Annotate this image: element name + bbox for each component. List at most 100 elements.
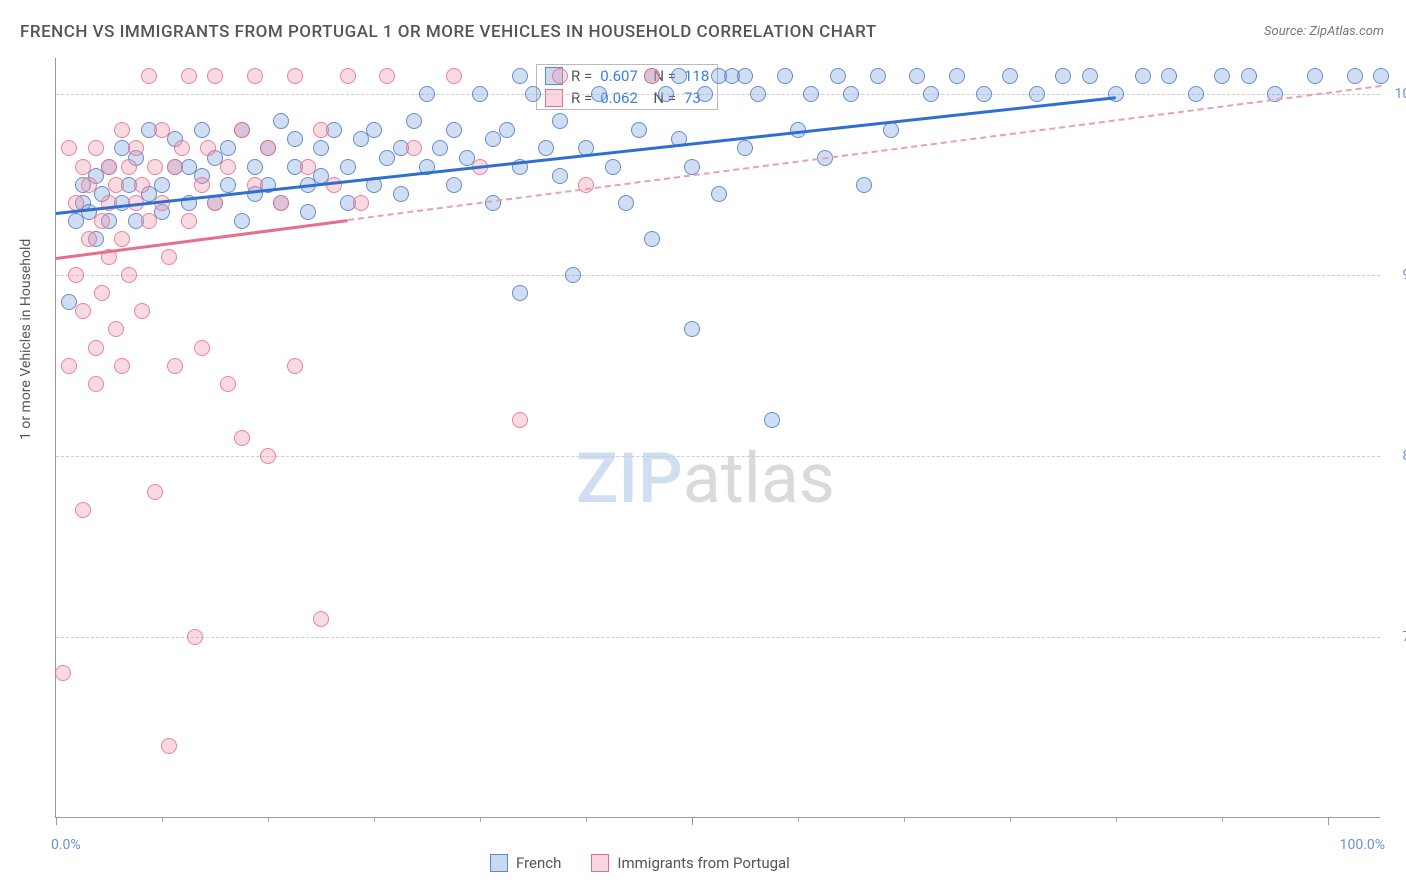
data-point: [88, 140, 104, 156]
data-point: [161, 249, 177, 265]
x-tick-major: [56, 817, 57, 825]
data-point: [260, 448, 276, 464]
x-tick-minor: [904, 817, 905, 822]
data-point: [883, 122, 899, 138]
trend-line-portugal-dashed: [347, 85, 1381, 221]
data-point: [406, 113, 422, 129]
data-point: [154, 122, 170, 138]
data-point: [949, 68, 965, 84]
data-point: [393, 186, 409, 202]
legend-item-portugal: Immigrants from Portugal: [591, 854, 789, 872]
data-point: [287, 358, 303, 374]
data-point: [472, 86, 488, 102]
data-point: [446, 68, 462, 84]
data-point: [525, 86, 541, 102]
data-point: [353, 195, 369, 211]
data-point: [631, 122, 647, 138]
x-tick-minor: [1010, 817, 1011, 822]
data-point: [658, 86, 674, 102]
x-tick-minor: [1222, 817, 1223, 822]
data-point: [194, 340, 210, 356]
data-point: [432, 140, 448, 156]
data-point: [108, 177, 124, 193]
y-tick-label: 100.0%: [1385, 86, 1406, 102]
stats-row-portugal: R = 0.062 N = 73: [537, 87, 717, 109]
data-point: [499, 122, 515, 138]
data-point: [220, 376, 236, 392]
data-point: [134, 177, 150, 193]
data-point: [446, 177, 462, 193]
data-point: [1188, 86, 1204, 102]
data-point: [147, 484, 163, 500]
data-point: [856, 177, 872, 193]
data-point: [1029, 86, 1045, 102]
data-point: [684, 159, 700, 175]
legend-item-french: French: [490, 854, 561, 872]
stat-n-value: 118: [684, 67, 709, 85]
x-tick-minor: [1116, 817, 1117, 822]
data-point: [234, 213, 250, 229]
data-point: [207, 68, 223, 84]
data-point: [114, 231, 130, 247]
data-point: [154, 177, 170, 193]
data-point: [121, 267, 137, 283]
data-point: [68, 267, 84, 283]
data-point: [711, 68, 727, 84]
data-point: [88, 340, 104, 356]
data-point: [1347, 68, 1363, 84]
watermark-part1: ZIP: [576, 438, 683, 520]
x-tick-minor: [798, 817, 799, 822]
gridline: [56, 275, 1380, 276]
data-point: [1055, 68, 1071, 84]
data-point: [313, 122, 329, 138]
x-axis-max-label: 100.0%: [1340, 837, 1385, 853]
x-tick-minor: [162, 817, 163, 822]
data-point: [88, 376, 104, 392]
data-point: [976, 86, 992, 102]
data-point: [247, 68, 263, 84]
data-point: [81, 177, 97, 193]
data-point: [75, 502, 91, 518]
data-point: [220, 159, 236, 175]
data-point: [777, 68, 793, 84]
data-point: [94, 213, 110, 229]
data-point: [273, 113, 289, 129]
swatch-pink-icon: [545, 89, 563, 107]
y-tick-label: 70.0%: [1385, 629, 1406, 645]
watermark-part2: atlas: [683, 438, 835, 520]
data-point: [273, 195, 289, 211]
data-point: [830, 68, 846, 84]
data-point: [1161, 68, 1177, 84]
data-point: [300, 159, 316, 175]
data-point: [406, 140, 422, 156]
data-point: [711, 186, 727, 202]
stat-r-value: 0.607: [600, 67, 638, 85]
data-point: [605, 159, 621, 175]
data-point: [1135, 68, 1151, 84]
data-point: [684, 321, 700, 337]
data-point: [194, 177, 210, 193]
data-point: [141, 213, 157, 229]
data-point: [565, 267, 581, 283]
data-point: [552, 113, 568, 129]
data-point: [1373, 68, 1389, 84]
data-point: [764, 412, 780, 428]
data-point: [870, 68, 886, 84]
data-point: [181, 213, 197, 229]
data-point: [379, 68, 395, 84]
data-point: [1241, 68, 1257, 84]
data-point: [121, 159, 137, 175]
data-point: [446, 122, 462, 138]
y-tick-label: 90.0%: [1385, 267, 1406, 283]
data-point: [114, 122, 130, 138]
data-point: [147, 159, 163, 175]
data-point: [167, 358, 183, 374]
data-point: [803, 86, 819, 102]
gridline: [56, 456, 1380, 457]
data-point: [75, 159, 91, 175]
data-point: [141, 68, 157, 84]
y-axis-label: 1 or more Vehicles in Household: [18, 239, 34, 440]
chart-plot-area: R = 0.607 N = 118 R = 0.062 N = 73 ZIPat…: [55, 58, 1380, 818]
source-credit: Source: ZipAtlas.com: [1264, 24, 1384, 39]
data-point: [61, 358, 77, 374]
